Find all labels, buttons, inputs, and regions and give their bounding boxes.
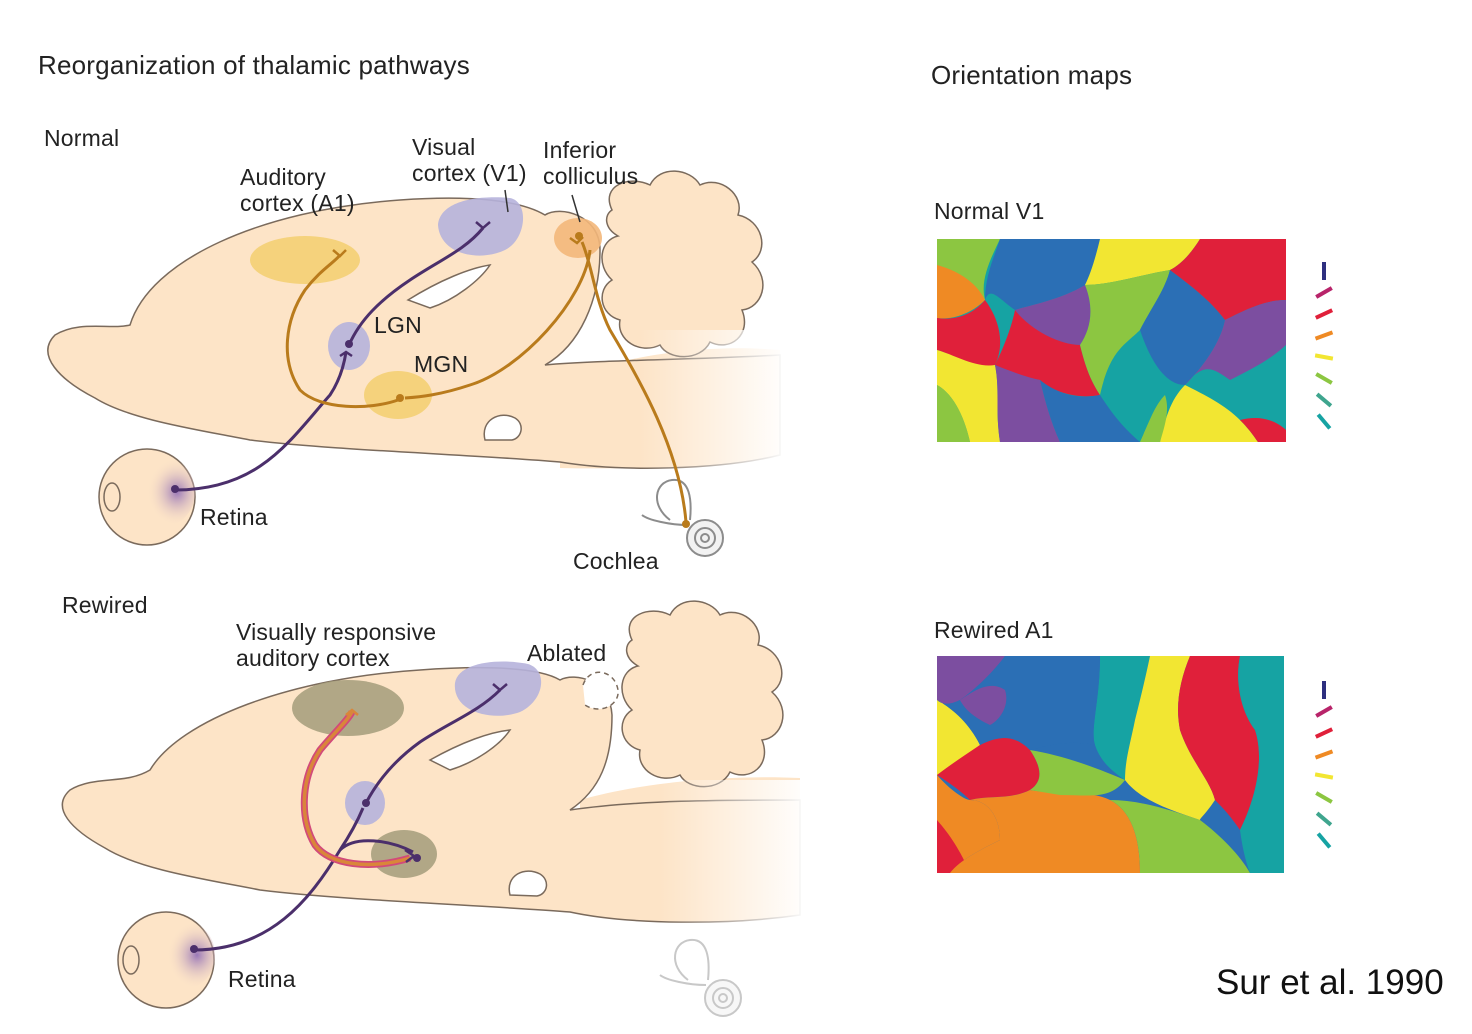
orientation-legend-bar-top-6 [1315, 392, 1333, 408]
orientation-legend-bar-bottom-7 [1316, 832, 1332, 849]
rewired-panel-title: Rewired [62, 592, 148, 618]
orientation-legend-bar-bottom-4 [1314, 772, 1334, 780]
label-visually-responsive-auditory-cortex: Visually responsive auditory cortex [236, 619, 437, 671]
map-title-rewired-a1: Rewired A1 [934, 617, 1054, 643]
normal-auditory-pathway [285, 236, 688, 523]
orientation-legend-bar-bottom-1 [1315, 705, 1333, 718]
orientation-legend-bar-top-3 [1314, 330, 1334, 341]
label-visual-cortex: Visual cortex (V1) [412, 134, 527, 186]
rewired-cochlea [659, 938, 742, 1017]
rewired-mgn-region [371, 830, 437, 878]
label-ablated: Ablated [527, 640, 607, 666]
orientation-legend-bar-bottom-3 [1314, 749, 1334, 760]
rewired-cerebellum [621, 600, 784, 788]
orientation-map-normal-v1 [937, 239, 1286, 442]
label-inferior-colliculus: Inferior colliculus [543, 137, 639, 189]
orientation-legend-bottom [1314, 681, 1334, 849]
ablated-region [582, 671, 619, 710]
normal-brain-diagram [47, 170, 790, 557]
rewired-mgn-to-a1-pathway [300, 708, 417, 868]
label-mgn: MGN [414, 351, 469, 377]
label-lgn: LGN [374, 312, 422, 338]
orientation-legend-bar-top-7 [1316, 413, 1332, 430]
label-auditory-cortex: Auditory cortex (A1) [240, 164, 355, 216]
orientation-legend-bar-bottom-5 [1315, 791, 1333, 804]
orientation-legend-top [1314, 262, 1334, 430]
orientation-legend-bar-top-2 [1314, 308, 1334, 320]
right-section-title: Orientation maps [931, 60, 1133, 90]
orientation-legend-bar-top-4 [1314, 353, 1334, 361]
normal-panel-title: Normal [44, 125, 120, 151]
left-section-title: Reorganization of thalamic pathways [38, 50, 470, 80]
orientation-map-rewired-a1 [937, 656, 1284, 873]
label-cochlea: Cochlea [573, 548, 659, 574]
normal-ventricle [406, 264, 492, 309]
rewired-visual-pathway [193, 683, 508, 952]
normal-auditory-cortex-region [250, 236, 360, 284]
normal-eye [98, 448, 196, 546]
label-retina-normal: Retina [200, 504, 268, 530]
normal-visual-pathway [174, 221, 491, 492]
rewired-ventricle [428, 729, 512, 771]
normal-cerebellum [601, 170, 764, 358]
map-title-normal-v1: Normal V1 [934, 198, 1045, 224]
rewired-brain-diagram [61, 600, 810, 1017]
orientation-legend-bar-bottom-2 [1314, 727, 1334, 739]
rewired-pituitary-notch [508, 870, 548, 897]
rewired-eye [117, 911, 215, 1009]
normal-pituitary-notch [483, 414, 522, 441]
orientation-legend-bar-bottom-6 [1315, 811, 1333, 827]
label-retina-rewired: Retina [228, 966, 296, 992]
rewired-auditory-cortex-region [292, 680, 404, 736]
citation: Sur et al. 1990 [1216, 963, 1444, 1002]
orientation-legend-bar-top-5 [1315, 372, 1333, 385]
orientation-legend-bar-top-1 [1315, 286, 1333, 299]
normal-cochlea [641, 478, 724, 557]
